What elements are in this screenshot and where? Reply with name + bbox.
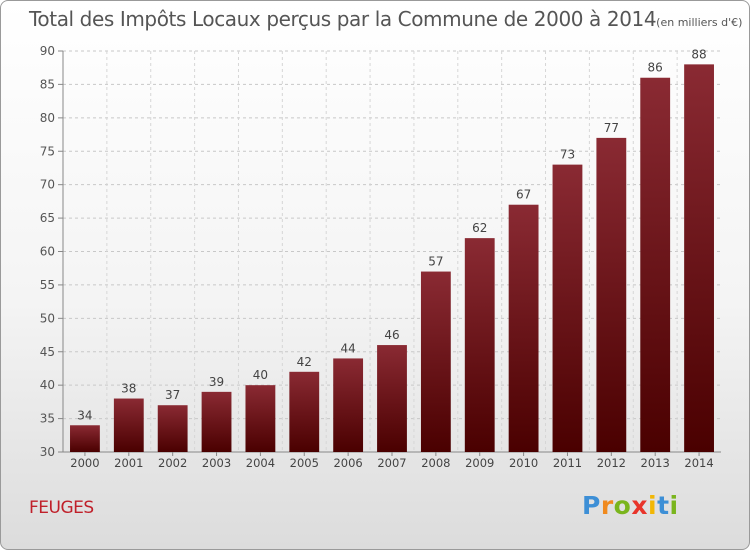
bar bbox=[552, 164, 583, 452]
chart-title-text: Total des Impôts Locaux perçus par la Co… bbox=[29, 7, 657, 31]
y-tick-label: 60 bbox=[40, 245, 55, 259]
x-tick-label: 2009 bbox=[465, 456, 494, 470]
bar bbox=[508, 204, 539, 452]
bar bbox=[70, 425, 100, 452]
value-label: 40 bbox=[253, 368, 268, 382]
logo-letter: t bbox=[657, 491, 670, 520]
y-tick-label: 80 bbox=[40, 111, 55, 125]
y-tick-label: 65 bbox=[40, 211, 55, 225]
x-tick-label: 2002 bbox=[158, 456, 187, 470]
y-tick-label: 45 bbox=[40, 345, 55, 359]
proxiti-logo: Proxiti bbox=[582, 491, 679, 520]
x-tick-label: 2000 bbox=[70, 456, 99, 470]
bar bbox=[113, 398, 144, 452]
value-label: 86 bbox=[648, 61, 663, 75]
logo-letter: P bbox=[582, 491, 601, 520]
logo-letter: i bbox=[669, 491, 679, 520]
x-tick-label: 2014 bbox=[684, 456, 713, 470]
value-label: 39 bbox=[209, 375, 224, 389]
logo-letter: i bbox=[648, 491, 658, 520]
x-tick-label: 2007 bbox=[377, 456, 406, 470]
bar bbox=[464, 238, 495, 452]
value-label: 46 bbox=[384, 328, 399, 342]
x-tick-label: 2011 bbox=[553, 456, 582, 470]
x-tick-label: 2006 bbox=[333, 456, 362, 470]
value-label: 38 bbox=[121, 382, 136, 396]
labels: 30 35 40 45 50 55 60 65 70 75 80 85 90 34 2000 38 2001 37… bbox=[40, 44, 714, 470]
bars bbox=[70, 64, 714, 452]
value-label: 88 bbox=[691, 47, 706, 61]
bar bbox=[377, 345, 407, 452]
logo-letter: r bbox=[600, 491, 614, 520]
y-tick-label: 70 bbox=[40, 178, 55, 192]
bar bbox=[596, 137, 627, 452]
value-label: 34 bbox=[77, 408, 92, 422]
value-label: 73 bbox=[560, 148, 575, 162]
y-tick-label: 85 bbox=[40, 77, 55, 91]
value-label: 44 bbox=[340, 341, 355, 355]
x-tick-label: 2004 bbox=[246, 456, 275, 470]
bar bbox=[420, 271, 451, 452]
x-tick-label: 2010 bbox=[509, 456, 538, 470]
bar bbox=[245, 385, 276, 452]
y-tick-label: 50 bbox=[40, 311, 55, 325]
logo-letter: x bbox=[631, 491, 648, 520]
value-label: 42 bbox=[297, 355, 312, 369]
bar bbox=[289, 371, 320, 452]
chart-title-unit: (en milliers d'€) bbox=[656, 16, 743, 29]
value-label: 77 bbox=[604, 121, 619, 135]
bar bbox=[684, 64, 714, 452]
chart-title: Total des Impôts Locaux perçus par la Co… bbox=[29, 7, 742, 31]
x-tick-label: 2008 bbox=[421, 456, 450, 470]
bar bbox=[333, 358, 364, 452]
y-tick-label: 55 bbox=[40, 278, 55, 292]
y-tick-label: 40 bbox=[40, 378, 55, 392]
value-label: 37 bbox=[165, 388, 180, 402]
bar bbox=[640, 77, 671, 452]
y-tick-label: 35 bbox=[40, 412, 55, 426]
y-tick-label: 75 bbox=[40, 144, 55, 158]
bar bbox=[201, 391, 232, 452]
value-label: 62 bbox=[472, 221, 487, 235]
x-tick-label: 2001 bbox=[114, 456, 143, 470]
logo-letter: o bbox=[613, 491, 632, 520]
x-tick-label: 2012 bbox=[597, 456, 626, 470]
x-tick-label: 2005 bbox=[290, 456, 319, 470]
bar bbox=[157, 405, 188, 452]
value-label: 57 bbox=[428, 255, 443, 269]
x-tick-label: 2003 bbox=[202, 456, 231, 470]
y-tick-label: 90 bbox=[40, 44, 55, 58]
y-tick-label: 30 bbox=[40, 445, 55, 459]
x-tick-label: 2013 bbox=[641, 456, 670, 470]
commune-name: FEUGES bbox=[29, 498, 94, 518]
value-label: 67 bbox=[516, 188, 531, 202]
